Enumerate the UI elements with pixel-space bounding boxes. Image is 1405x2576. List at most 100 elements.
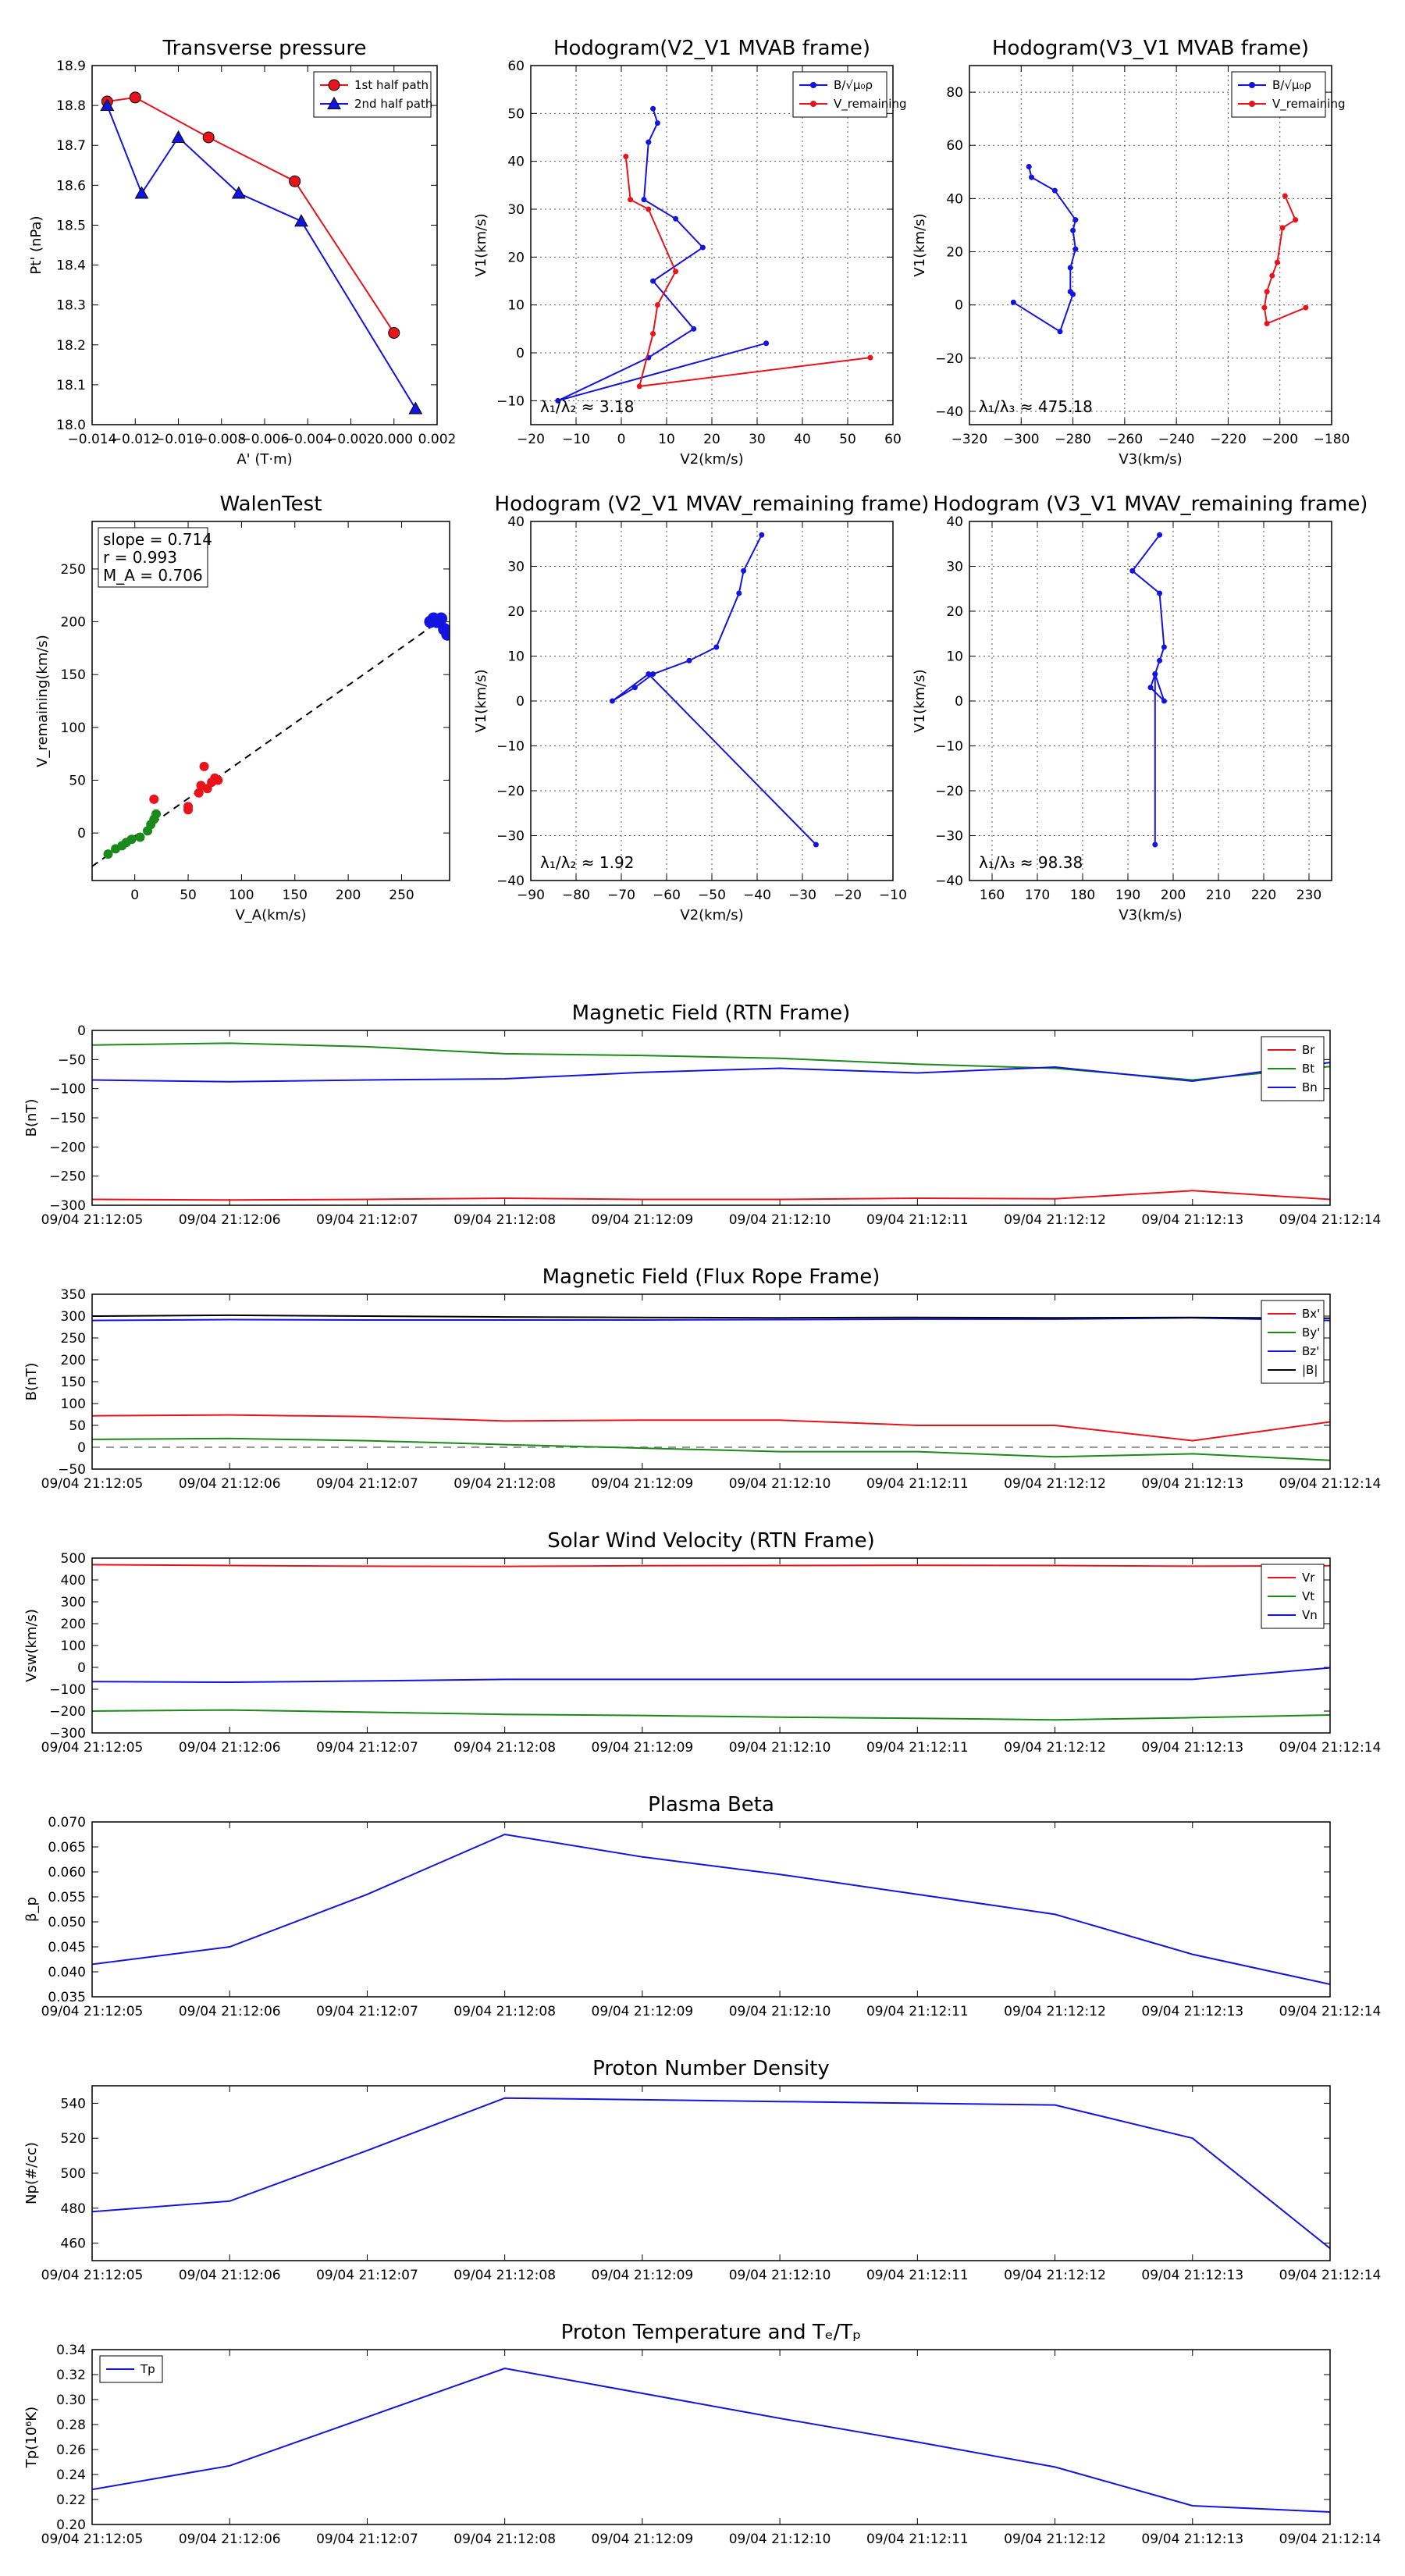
legend: Tp xyxy=(99,2355,163,2383)
y-tick-label: 50 xyxy=(69,1418,86,1434)
series-line xyxy=(92,1833,1330,1985)
x-tick-label: −260 xyxy=(1107,432,1144,447)
x-axis-label: A' (T·m) xyxy=(237,451,292,468)
y-tick-label: −10 xyxy=(496,393,525,409)
y-tick-label: 150 xyxy=(61,667,86,683)
x-tick-label: −20 xyxy=(834,888,862,903)
y-tick-label: 40 xyxy=(946,191,963,207)
x-tick-label: 190 xyxy=(1115,888,1140,903)
y-tick-label: 18.7 xyxy=(56,138,86,154)
chart-transverse: Transverse pressure−0.014−0.012−0.010−0.… xyxy=(28,37,456,468)
chart-title: WalenTest xyxy=(220,493,322,516)
data-point xyxy=(183,805,194,815)
y-tick-label: 0 xyxy=(77,1660,86,1676)
x-tick-label: 09/04 21:12:14 xyxy=(1279,2532,1382,2547)
x-tick-label: −320 xyxy=(951,432,988,447)
y-tick-label: 0 xyxy=(955,694,963,710)
y-tick-label: 40 xyxy=(507,514,525,530)
plot-area xyxy=(92,612,450,867)
x-tick-label: 09/04 21:12:05 xyxy=(41,1212,144,1228)
x-tick-label: −300 xyxy=(1003,432,1040,447)
x-tick-label: 09/04 21:12:14 xyxy=(1279,1212,1382,1228)
chart-title: Plasma Beta xyxy=(648,1793,774,1816)
plot-frame xyxy=(91,1557,1331,1734)
legend-label: By' xyxy=(1302,1325,1320,1340)
y-tick-label: −300 xyxy=(49,1726,86,1742)
y-tick-label: 18.9 xyxy=(56,59,86,74)
y-tick-label: 0 xyxy=(77,826,86,841)
y-tick-label: 18.5 xyxy=(56,218,86,233)
y-tick-label: 0.060 xyxy=(48,1865,86,1880)
data-point xyxy=(1264,321,1270,327)
legend-label: B/√μ₀ρ xyxy=(834,78,873,92)
chart-bfield_fr: Magnetic Field (Flux Rope Frame) 09/04 21… xyxy=(23,1265,1381,1492)
y-tick-label: 10 xyxy=(946,649,963,665)
x-tick-label: 220 xyxy=(1251,888,1276,903)
x-tick-label: 170 xyxy=(1025,888,1050,903)
y-tick-label: −10 xyxy=(935,739,963,755)
y-tick-label: 500 xyxy=(61,1551,86,1567)
legend-label: Br xyxy=(1302,1043,1315,1057)
plot-area xyxy=(100,91,423,415)
plot-area xyxy=(92,1564,1330,1721)
x-tick-label: 09/04 21:12:05 xyxy=(41,1740,144,1756)
data-point xyxy=(1303,304,1309,311)
y-tick-label: 0.26 xyxy=(56,2443,86,2458)
y-tick-label: −40 xyxy=(935,404,963,420)
x-axis-label: V2(km/s) xyxy=(680,907,743,923)
data-point xyxy=(609,698,615,704)
legend-label: Tp xyxy=(140,2362,155,2376)
x-tick-label: 09/04 21:12:13 xyxy=(1141,1476,1243,1492)
data-point xyxy=(628,197,634,203)
y-axis-label: B(nT) xyxy=(23,1099,40,1137)
chart-hodo_v2v1_mvav: Hodogram (V2_V1 MVAV_remaining frame) −90… xyxy=(473,493,929,923)
legend-frame xyxy=(1231,71,1326,118)
data-point xyxy=(623,154,629,160)
stats-frame xyxy=(98,527,208,588)
x-tick-label: 0.000 xyxy=(375,432,413,447)
fit-line xyxy=(92,613,450,867)
x-tick-label: 09/04 21:12:09 xyxy=(592,2268,694,2283)
series-line xyxy=(92,1062,1330,1083)
y-tick-label: −100 xyxy=(49,1082,86,1098)
x-tick-label: 0 xyxy=(130,888,139,903)
y-tick-label: 300 xyxy=(61,1309,86,1325)
data-point xyxy=(646,139,652,145)
plot-frame xyxy=(91,521,450,881)
x-tick-label: 09/04 21:12:07 xyxy=(316,1740,418,1756)
x-tick-label: 09/04 21:12:06 xyxy=(179,2268,281,2283)
data-point xyxy=(1057,329,1063,335)
y-tick-label: 100 xyxy=(61,720,86,736)
data-point xyxy=(435,612,448,625)
legend-label: B/√μ₀ρ xyxy=(1272,78,1311,92)
x-tick-label: 09/04 21:12:05 xyxy=(41,2268,144,2283)
x-tick-label: 160 xyxy=(980,888,1005,903)
chart-title: Hodogram(V2_V1 MVAB frame) xyxy=(553,37,870,60)
data-point xyxy=(1072,246,1079,252)
series-line xyxy=(92,1709,1330,1721)
data-point xyxy=(408,401,423,415)
x-tick-label: 180 xyxy=(1070,888,1095,903)
y-tick-label: 50 xyxy=(507,106,525,122)
x-tick-label: 09/04 21:12:08 xyxy=(454,1476,556,1492)
x-tick-label: −20 xyxy=(517,432,545,447)
data-point xyxy=(231,186,246,199)
data-point xyxy=(126,834,137,845)
legend-label: V_remaining xyxy=(834,97,907,112)
x-tick-label: 09/04 21:12:07 xyxy=(316,2268,418,2283)
x-tick-label: 09/04 21:12:12 xyxy=(1004,2004,1106,2019)
data-point xyxy=(1157,590,1163,596)
data-point xyxy=(646,206,652,212)
y-tick-label: −10 xyxy=(496,739,525,755)
y-tick-label: 100 xyxy=(61,1397,86,1412)
y-axis-label: V1(km/s) xyxy=(473,669,489,732)
data-point xyxy=(1161,644,1167,650)
legend-marker xyxy=(328,79,340,91)
plot-frame xyxy=(91,1030,1331,1206)
plot-frame xyxy=(530,521,894,881)
data-point xyxy=(202,131,215,144)
y-tick-label: 0 xyxy=(516,694,525,710)
plot-area xyxy=(1010,163,1309,335)
x-tick-label: 09/04 21:12:05 xyxy=(41,1476,144,1492)
y-tick-label: −150 xyxy=(49,1111,86,1126)
